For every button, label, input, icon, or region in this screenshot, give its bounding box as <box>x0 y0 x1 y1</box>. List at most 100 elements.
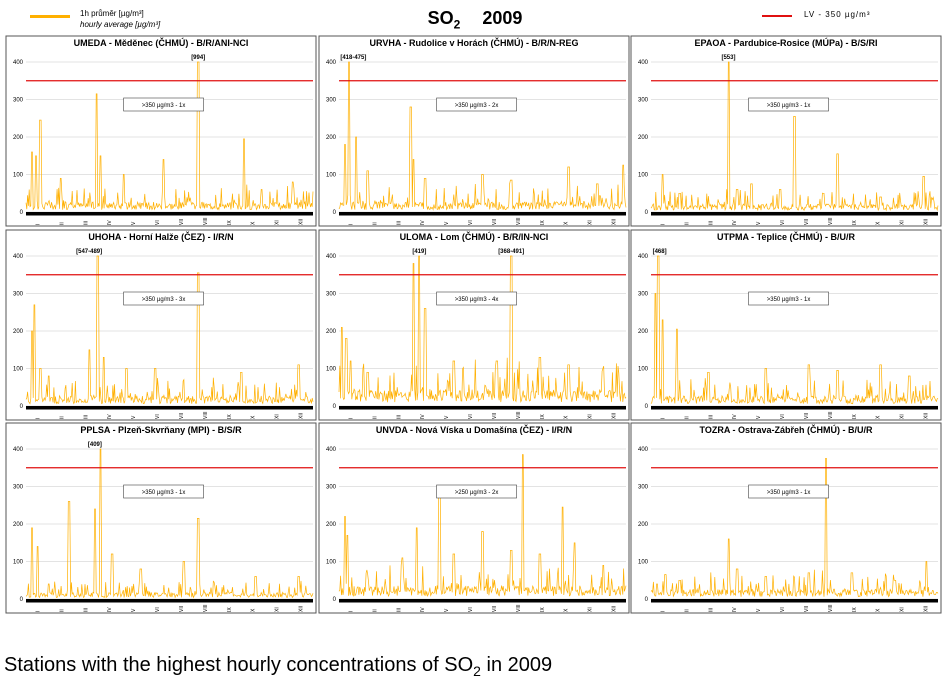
x-tick-label: II <box>372 416 378 419</box>
figure-header: 1h průměr [µg/m³] hourly average [µg/m³]… <box>0 0 950 34</box>
x-tick-label: X <box>876 608 882 612</box>
x-tick-label: XII <box>924 219 930 225</box>
x-tick-label: IV <box>107 607 113 612</box>
chart-title: UHOHA - Horní Halže (ČEZ) - I/R/N <box>88 231 233 242</box>
exceedance-box <box>123 97 204 112</box>
x-tick-label: IV <box>732 220 738 225</box>
chart-title: URVHA - Rudolice v Horách (ČHMÚ) - B/R/N… <box>369 37 578 48</box>
x-tick-label: IX <box>227 414 233 419</box>
y-tick-label: 400 <box>13 447 24 453</box>
y-tick-label: 0 <box>645 210 649 216</box>
x-tick-label: I <box>348 224 354 225</box>
exceedance-note: >350 µg/m3 - 2x <box>455 103 499 109</box>
x-tick-label: XII <box>299 219 305 225</box>
caption-text-end: in 2009 <box>480 654 553 676</box>
x-tick-label: VI <box>780 607 786 612</box>
y-tick-label: 200 <box>326 135 337 141</box>
y-tick-label: 100 <box>13 560 24 566</box>
y-tick-label: 200 <box>638 135 649 141</box>
x-tick-label: VIII <box>203 411 209 419</box>
y-tick-label: 100 <box>638 560 649 566</box>
x-tick-label: VII <box>179 606 185 612</box>
chart-frame <box>318 422 630 614</box>
y-tick-label: 300 <box>13 98 24 104</box>
station-chart: ULOMA - Lom (ČHMÚ) - B/R/IN-NCI 0 100 200 30… <box>318 229 630 421</box>
x-tick-label: VI <box>155 607 161 612</box>
x-tick-label: IX <box>852 220 858 225</box>
y-tick-label: 300 <box>326 485 337 491</box>
x-tick-label: III <box>708 608 714 612</box>
station-chart: UTPMA - Teplice (ČHMÚ) - B/U/R 0 100 200 300… <box>630 229 942 421</box>
y-tick-label: 100 <box>13 173 24 179</box>
x-axis <box>26 406 313 410</box>
x-axis <box>26 599 313 603</box>
x-tick-label: II <box>684 609 690 612</box>
x-tick-label: XI <box>900 414 906 419</box>
x-tick-label: X <box>564 415 570 419</box>
x-tick-label: VI <box>468 607 474 612</box>
x-tick-label: II <box>684 222 690 225</box>
x-tick-label: XI <box>588 414 594 419</box>
exceedance-note: >350 µg/m3 - 1x <box>142 490 186 496</box>
x-tick-label: IX <box>227 220 233 225</box>
exceedance-box <box>748 291 829 306</box>
x-tick-label: II <box>59 416 65 419</box>
station-chart: EPAOA - Pardubice-Rosice (MÚPa) - B/S/RI… <box>630 35 942 227</box>
x-tick-label: III <box>396 415 402 419</box>
x-tick-label: II <box>372 609 378 612</box>
x-tick-label: VII <box>804 606 810 612</box>
x-axis <box>339 212 626 216</box>
station-chart: UMEDA - Měděnec (ČHMÚ) - B/R/ANI-NCI 0 100… <box>5 35 317 227</box>
x-tick-label: III <box>708 415 714 419</box>
x-tick-label: VII <box>804 413 810 419</box>
x-tick-label: VIII <box>516 604 522 612</box>
charts-canvas: UMEDA - Měděnec (ČHMÚ) - B/R/ANI-NCI 0 100… <box>5 35 942 614</box>
chart-grid: UMEDA - Měděnec (ČHMÚ) - B/R/ANI-NCI 0 100… <box>5 35 942 614</box>
x-tick-label: XI <box>900 607 906 612</box>
y-tick-label: 300 <box>638 485 649 491</box>
exceedance-note: >350 µg/m3 - 1x <box>767 103 811 109</box>
x-tick-label: I <box>660 611 666 612</box>
x-tick-label: II <box>59 609 65 612</box>
exceedance-box <box>748 97 829 112</box>
exceedance-box <box>436 97 517 112</box>
x-tick-label: VI <box>155 220 161 225</box>
exceedance-note: >350 µg/m3 - 4x <box>455 297 499 303</box>
x-tick-label: X <box>564 608 570 612</box>
x-tick-label: VI <box>468 414 474 419</box>
y-tick-label: 200 <box>13 135 24 141</box>
y-tick-label: 400 <box>13 254 24 260</box>
chart-title: ULOMA - Lom (ČHMÚ) - B/R/IN-NCI <box>400 231 549 242</box>
y-tick-label: 400 <box>326 254 337 260</box>
y-tick-label: 300 <box>13 292 24 298</box>
y-tick-label: 0 <box>20 404 24 410</box>
x-tick-label: VI <box>468 220 474 225</box>
x-axis <box>651 599 938 603</box>
x-tick-label: III <box>83 415 89 419</box>
x-tick-label: VII <box>492 606 498 612</box>
y-tick-label: 400 <box>326 60 337 66</box>
x-tick-label: VIII <box>828 217 834 225</box>
y-tick-label: 200 <box>638 522 649 528</box>
x-tick-label: III <box>396 221 402 225</box>
x-tick-label: II <box>684 416 690 419</box>
x-tick-label: VIII <box>516 217 522 225</box>
station-chart: UNVDA - Nová Víska u Domašína (ČEZ) - I/… <box>318 422 630 614</box>
x-tick-label: II <box>59 222 65 225</box>
exceedance-note: >350 µg/m3 - 1x <box>142 103 186 109</box>
x-axis <box>651 212 938 216</box>
hourly-legend-label-cz: 1h průměr [µg/m³] <box>80 9 144 18</box>
x-tick-label: XI <box>275 220 281 225</box>
chart-title: PPLSA - Plzeň-Skvrňany (MPI) - B/S/R <box>80 425 242 435</box>
x-tick-label: II <box>372 222 378 225</box>
chart-title: UNVDA - Nová Víska u Domašína (ČEZ) - I/… <box>376 424 572 435</box>
y-tick-label: 100 <box>638 367 649 373</box>
station-chart: PPLSA - Plzeň-Skvrňany (MPI) - B/S/R 0 100… <box>5 422 317 614</box>
y-tick-label: 100 <box>638 173 649 179</box>
station-chart: URVHA - Rudolice v Horách (ČHMÚ) - B/R/N… <box>318 35 630 227</box>
hourly-series-line <box>338 255 627 404</box>
peak-label: [468] <box>653 249 667 255</box>
station-chart: TOZRA - Ostrava-Zábřeh (ČHMÚ) - B/U/R 0 10… <box>630 422 942 614</box>
x-tick-label: VIII <box>203 217 209 225</box>
x-tick-label: IX <box>227 607 233 612</box>
